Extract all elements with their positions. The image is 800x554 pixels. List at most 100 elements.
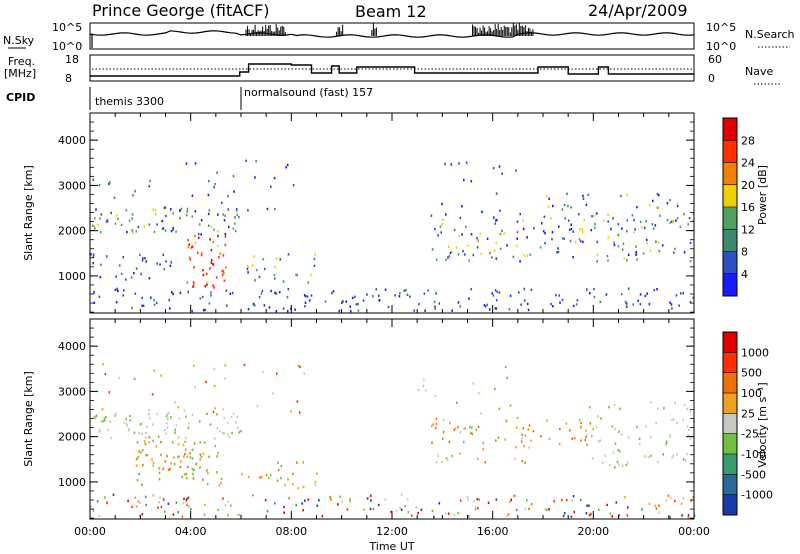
range-gate-cell	[516, 416, 519, 420]
range-gate-cell	[400, 508, 403, 511]
freq-strip: Freq. [MHz] 18 8 60 0 Nave	[4, 53, 780, 85]
range-gate-cell	[189, 456, 192, 459]
range-gate-cell	[138, 472, 140, 476]
range-gate-cell	[261, 475, 263, 479]
range-gate-cell	[93, 225, 96, 228]
range-gate-cell	[194, 386, 196, 389]
range-gate-cell	[588, 504, 590, 507]
nave-label: Nave	[745, 65, 773, 78]
range-gate-cell	[495, 299, 498, 302]
range-gate-cell	[103, 419, 106, 422]
y-tick-label: 1000	[58, 476, 86, 489]
range-gate-cell	[434, 307, 436, 310]
range-gate-cell	[164, 206, 166, 209]
range-gate-cell	[272, 392, 274, 395]
range-gate-cell	[530, 439, 532, 442]
range-gate-cell	[593, 295, 596, 299]
colorbar-tick-label: -25	[741, 428, 759, 441]
range-gate-cell	[102, 363, 104, 366]
range-gate-cell	[217, 213, 219, 216]
range-gate-cell	[236, 415, 238, 419]
range-gate-cell	[142, 304, 145, 307]
range-gate-cell	[113, 196, 116, 199]
range-gate-cell	[256, 268, 258, 272]
range-gate-cell	[194, 162, 197, 165]
range-gate-cell	[125, 418, 127, 421]
range-gate-cell	[197, 236, 200, 240]
range-gate-cell	[299, 365, 301, 369]
range-gate-cell	[404, 504, 406, 508]
range-gate-cell	[551, 231, 554, 234]
power-colorbar-label: Power [dB]	[756, 165, 769, 225]
colorbar-swatch	[723, 352, 737, 373]
range-gate-cell	[448, 245, 450, 248]
range-gate-cell	[515, 426, 518, 429]
range-gate-cell	[217, 508, 219, 512]
range-gate-cell	[453, 428, 455, 432]
range-gate-cell	[160, 453, 162, 457]
range-gate-cell	[425, 389, 427, 392]
range-gate-cell	[477, 425, 480, 428]
range-gate-cell	[451, 309, 453, 312]
velocity-x-ticks: 00:00 04:00 08:00 12:00 16:00 20:00 00:00	[74, 319, 710, 538]
colorbar-swatch	[723, 229, 737, 252]
range-gate-cell	[155, 213, 157, 216]
range-gate-cell	[313, 264, 316, 267]
range-gate-cell	[179, 465, 182, 469]
range-gate-cell	[357, 302, 359, 306]
range-gate-cell	[633, 218, 635, 222]
power-x-ticks	[89, 113, 695, 313]
range-gate-cell	[571, 499, 573, 502]
range-gate-cell	[618, 514, 620, 517]
range-gate-cell	[530, 288, 533, 291]
range-gate-cell	[202, 309, 205, 312]
range-gate-cell	[494, 219, 497, 222]
range-gate-cell	[161, 227, 164, 231]
range-gate-cell	[479, 232, 481, 236]
range-gate-cell	[278, 291, 281, 294]
colorbar-tick-label: 25	[741, 407, 755, 420]
range-gate-cell	[156, 262, 158, 265]
range-gate-cell	[212, 410, 215, 414]
range-gate-cell	[302, 509, 304, 512]
range-gate-cell	[233, 222, 236, 225]
range-gate-cell	[658, 504, 660, 507]
range-gate-cell	[158, 478, 161, 481]
range-gate-cell	[486, 303, 488, 306]
range-gate-cell	[635, 251, 637, 254]
range-gate-cell	[625, 463, 628, 467]
range-gate-cell	[552, 204, 554, 208]
range-gate-cell	[633, 231, 635, 234]
range-gate-cell	[478, 498, 481, 501]
range-gate-cell	[131, 229, 134, 232]
range-gate-cell	[636, 258, 638, 261]
range-gate-cell	[103, 417, 106, 420]
velocity-y-ticks: 1000 2000 3000 4000	[58, 327, 694, 519]
range-gate-cell	[206, 483, 209, 486]
range-gate-cell	[141, 483, 143, 486]
range-gate-cell	[108, 391, 111, 394]
range-gate-cell	[564, 217, 566, 220]
range-gate-cell	[102, 420, 104, 423]
range-gate-cell	[614, 442, 617, 445]
range-gate-cell	[423, 378, 425, 381]
range-gate-cell	[610, 227, 612, 231]
range-gate-cell	[665, 442, 667, 446]
range-gate-cell	[427, 289, 429, 292]
range-gate-cell	[184, 440, 186, 444]
range-gate-cell	[105, 415, 107, 419]
range-gate-cell	[613, 243, 616, 247]
range-gate-cell	[170, 462, 172, 465]
range-gate-cell	[133, 271, 135, 275]
range-gate-cell	[184, 473, 186, 476]
range-gate-cell	[606, 254, 609, 258]
range-gate-cell	[118, 264, 121, 267]
range-gate-cell	[184, 448, 187, 451]
range-gate-cell	[657, 407, 659, 410]
range-gate-cell	[572, 495, 575, 498]
range-gate-cell	[106, 500, 109, 504]
range-gate-cell	[166, 412, 169, 416]
range-gate-cell	[406, 293, 409, 296]
range-gate-cell	[491, 292, 493, 295]
range-gate-cell	[216, 413, 218, 416]
